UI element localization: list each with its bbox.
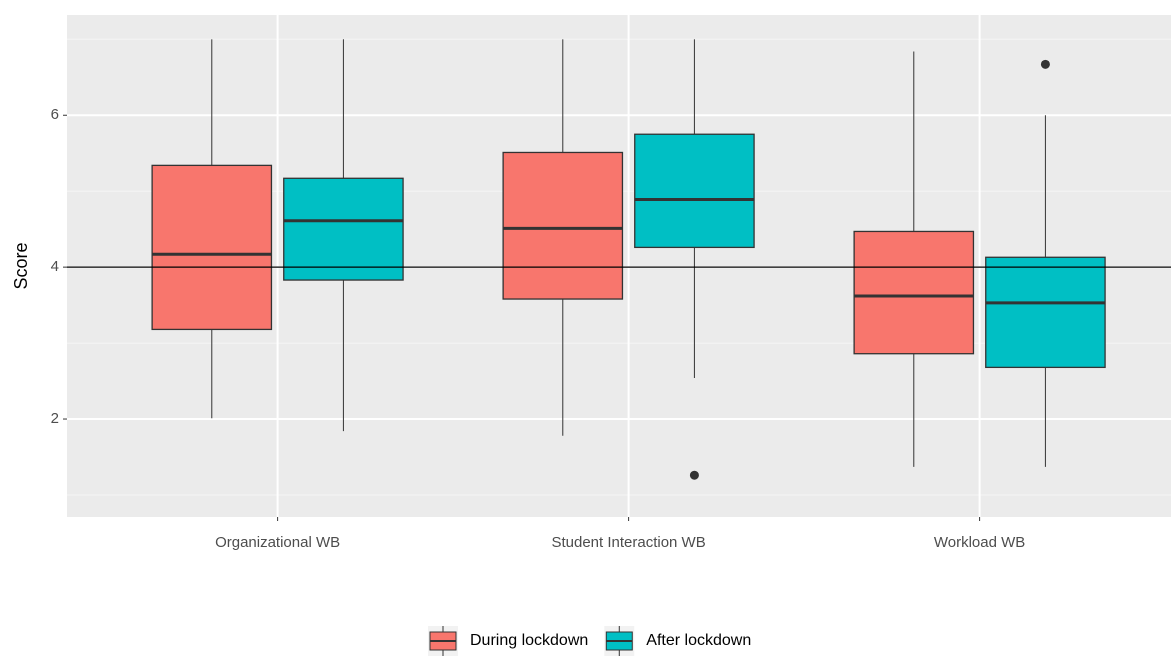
legend-label: After lockdown [646,632,751,649]
legend-label: During lockdown [470,632,588,649]
outlier [689,470,699,480]
y-tick-label: 2 [51,410,59,427]
box [283,177,404,281]
box [502,151,624,300]
y-tick-label: 6 [51,106,59,123]
box [634,133,755,249]
box [151,164,273,331]
x-tick-label: Organizational WB [215,534,340,551]
x-tick-label: Student Interaction WB [551,534,705,551]
outlier [1040,59,1050,69]
y-axis-label: Score [11,242,31,289]
y-tick-label: 4 [51,258,59,275]
x-tick-label: Workload WB [934,534,1025,551]
box [985,256,1106,369]
box [853,230,975,355]
